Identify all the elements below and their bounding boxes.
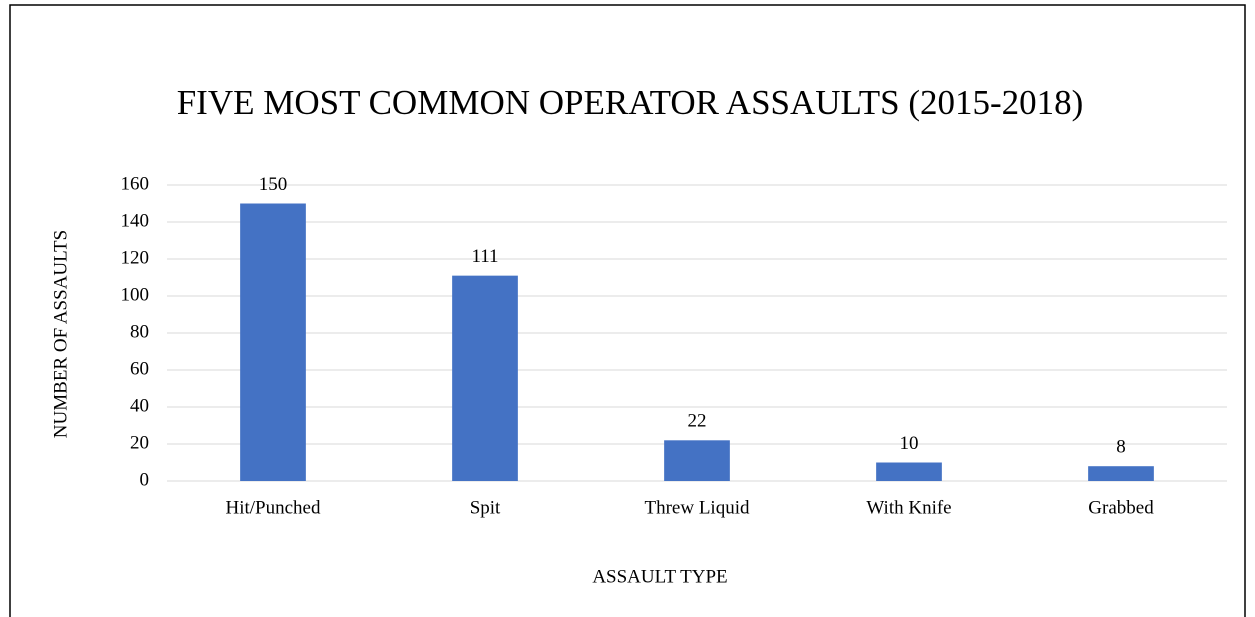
y-tick-label: 80 <box>130 321 149 342</box>
y-tick-label: 160 <box>121 173 150 194</box>
x-tick-label: Hit/Punched <box>226 497 321 518</box>
x-axis-label: ASSAULT TYPE <box>592 566 727 587</box>
x-tick-label: Spit <box>470 497 501 518</box>
y-tick-label: 40 <box>130 395 149 416</box>
x-tick-label: Threw Liquid <box>644 497 750 518</box>
bar <box>240 203 306 481</box>
data-label: 111 <box>471 246 498 267</box>
bar <box>1088 466 1154 481</box>
chart-frame <box>9 4 1246 617</box>
y-tick-label: 0 <box>140 469 150 490</box>
x-tick-label: With Knife <box>866 497 951 518</box>
data-label: 8 <box>1116 437 1126 458</box>
bar <box>876 462 942 481</box>
y-tick-label: 120 <box>121 247 150 268</box>
y-tick-label: 100 <box>121 284 150 305</box>
bar <box>452 275 518 481</box>
bar <box>664 440 730 481</box>
y-tick-label: 140 <box>121 210 150 231</box>
data-label: 10 <box>900 433 919 454</box>
chart-title: FIVE MOST COMMON OPERATOR ASSAULTS (2015… <box>177 83 1084 122</box>
y-tick-label: 20 <box>130 432 149 453</box>
data-label: 22 <box>688 411 707 432</box>
x-tick-label: Grabbed <box>1088 497 1154 518</box>
data-label: 150 <box>259 174 288 195</box>
y-axis-label: NUMBER OF ASSAULTS <box>50 230 71 438</box>
y-tick-label: 60 <box>130 358 149 379</box>
